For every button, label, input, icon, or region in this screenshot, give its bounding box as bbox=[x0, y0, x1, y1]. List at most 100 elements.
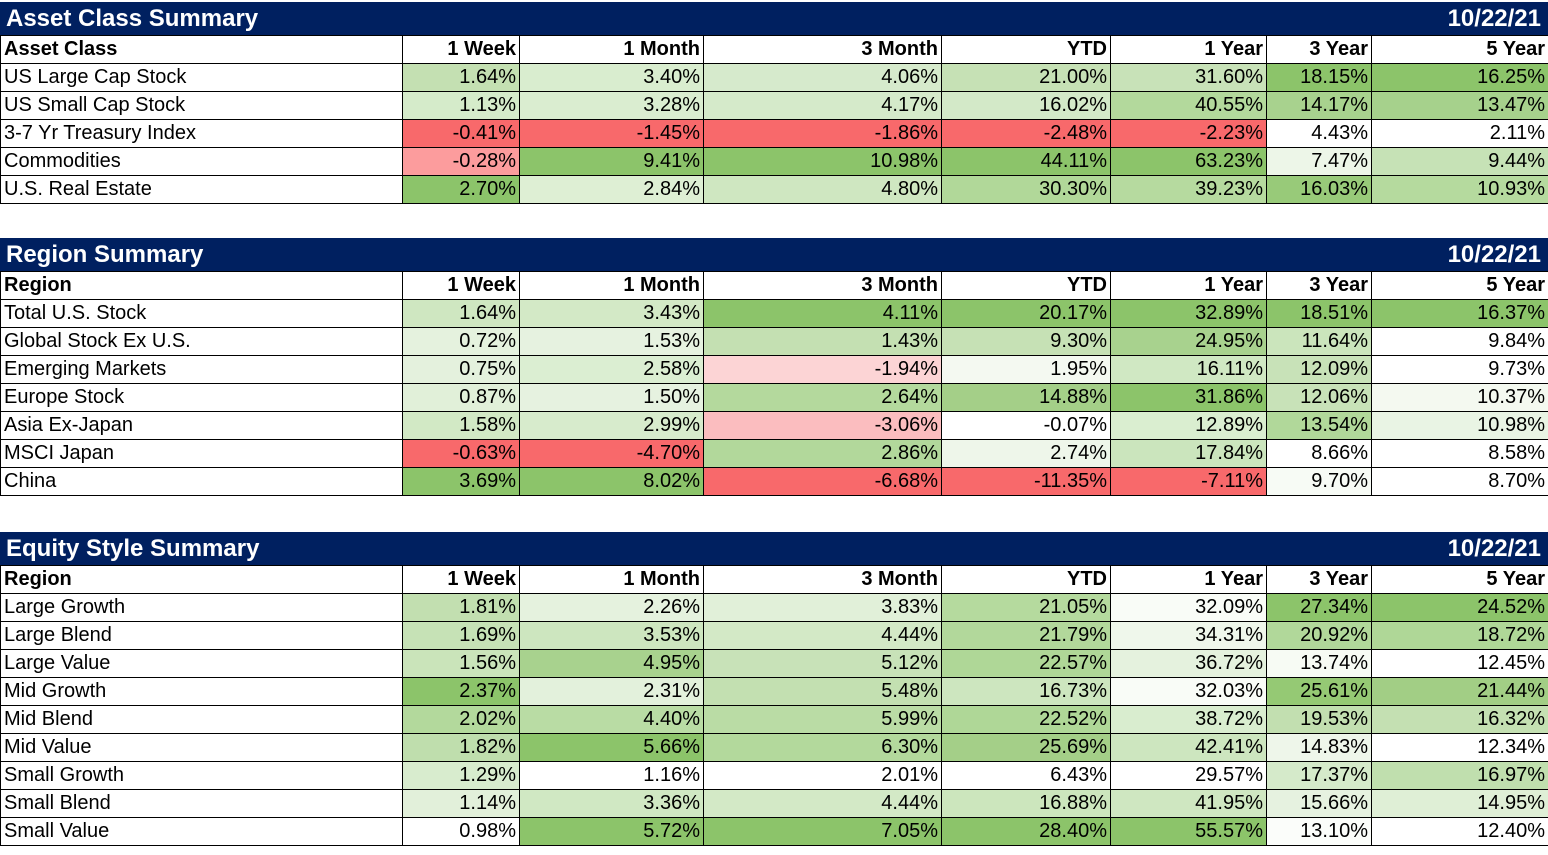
value-cell: 9.73% bbox=[1371, 355, 1548, 384]
table-row: Commodities -0.28% 9.41% 10.98% 44.11% 63.23%… bbox=[0, 147, 1548, 176]
value-cell: 5.99% bbox=[703, 705, 942, 734]
value-cell: 10.93% bbox=[1371, 175, 1548, 204]
value-cell: 8.70% bbox=[1371, 467, 1548, 496]
section-title: Region Summary bbox=[6, 241, 204, 268]
value-cell: 5.12% bbox=[703, 649, 942, 678]
value-cell: 16.11% bbox=[1110, 355, 1267, 384]
table-row: Total U.S. Stock 1.64% 3.43% 4.11% 20.17% 32.… bbox=[0, 299, 1548, 328]
table-row: Mid Value 1.82% 5.66% 6.30% 25.69% 42.41% 14.8… bbox=[0, 733, 1548, 762]
value-cell: 21.05% bbox=[941, 593, 1111, 622]
value-cell: 13.10% bbox=[1266, 817, 1372, 846]
value-cell: 4.44% bbox=[703, 789, 942, 818]
value-cell: 2.74% bbox=[941, 439, 1111, 468]
value-cell: 2.31% bbox=[519, 677, 704, 706]
value-cell: 1.13% bbox=[402, 91, 520, 120]
table-row: Mid Growth 2.37% 2.31% 5.48% 16.73% 32.03% 25.… bbox=[0, 677, 1548, 706]
value-cell: 6.43% bbox=[941, 761, 1111, 790]
value-cell: 9.70% bbox=[1266, 467, 1372, 496]
value-cell: 3.69% bbox=[402, 467, 520, 496]
value-cell: 16.97% bbox=[1371, 761, 1548, 790]
value-cell: 16.37% bbox=[1371, 299, 1548, 328]
row-label: Mid Growth bbox=[0, 677, 403, 706]
section-date: 10/22/21 bbox=[1447, 5, 1541, 32]
column-header: 5 Year bbox=[1371, 271, 1548, 300]
value-cell: 8.66% bbox=[1266, 439, 1372, 468]
row-label: US Small Cap Stock bbox=[0, 91, 403, 120]
value-cell: 41.95% bbox=[1110, 789, 1267, 818]
row-label: China bbox=[0, 467, 403, 496]
value-cell: 29.57% bbox=[1110, 761, 1267, 790]
value-cell: 20.17% bbox=[941, 299, 1111, 328]
value-cell: 2.86% bbox=[703, 439, 942, 468]
value-cell: 25.61% bbox=[1266, 677, 1372, 706]
column-header: YTD bbox=[941, 35, 1111, 64]
value-cell: 14.17% bbox=[1266, 91, 1372, 120]
value-cell: 10.37% bbox=[1371, 383, 1548, 412]
table-row: U.S. Real Estate 2.70% 2.84% 4.80% 30.30% 39.… bbox=[0, 175, 1548, 204]
value-cell: -11.35% bbox=[941, 467, 1111, 496]
value-cell: 17.84% bbox=[1110, 439, 1267, 468]
value-cell: 8.02% bbox=[519, 467, 704, 496]
value-cell: 3.36% bbox=[519, 789, 704, 818]
value-cell: 5.48% bbox=[703, 677, 942, 706]
value-cell: 11.64% bbox=[1266, 327, 1372, 356]
value-cell: 32.03% bbox=[1110, 677, 1267, 706]
value-cell: 10.98% bbox=[1371, 411, 1548, 440]
value-cell: 16.32% bbox=[1371, 705, 1548, 734]
value-cell: 20.92% bbox=[1266, 621, 1372, 650]
value-cell: -1.86% bbox=[703, 119, 942, 148]
value-cell: 16.03% bbox=[1266, 175, 1372, 204]
value-cell: 1.29% bbox=[402, 761, 520, 790]
value-cell: -2.23% bbox=[1110, 119, 1267, 148]
value-cell: 9.84% bbox=[1371, 327, 1548, 356]
region-table: Region 1 Week 1 Month 3 Month YTD 1 Year 3 Yea… bbox=[0, 271, 1548, 496]
value-cell: -1.45% bbox=[519, 119, 704, 148]
value-cell: 28.40% bbox=[941, 817, 1111, 846]
value-cell: 14.88% bbox=[941, 383, 1111, 412]
value-cell: 3.28% bbox=[519, 91, 704, 120]
value-cell: -0.63% bbox=[402, 439, 520, 468]
value-cell: 24.95% bbox=[1110, 327, 1267, 356]
value-cell: 16.25% bbox=[1371, 63, 1548, 92]
row-label: MSCI Japan bbox=[0, 439, 403, 468]
value-cell: 12.40% bbox=[1371, 817, 1548, 846]
value-cell: 2.70% bbox=[402, 175, 520, 204]
column-header: Region bbox=[0, 565, 403, 594]
value-cell: 13.54% bbox=[1266, 411, 1372, 440]
section-title-bar: Asset Class Summary 10/22/21 bbox=[0, 2, 1548, 35]
table-row: US Large Cap Stock 1.64% 3.40% 4.06% 21.00% 3… bbox=[0, 63, 1548, 92]
value-cell: 22.52% bbox=[941, 705, 1111, 734]
value-cell: 2.84% bbox=[519, 175, 704, 204]
value-cell: 38.72% bbox=[1110, 705, 1267, 734]
section-title-bar: Equity Style Summary 10/22/21 bbox=[0, 532, 1548, 565]
row-label: Asia Ex-Japan bbox=[0, 411, 403, 440]
value-cell: -3.06% bbox=[703, 411, 942, 440]
value-cell: 4.43% bbox=[1266, 119, 1372, 148]
value-cell: 6.30% bbox=[703, 733, 942, 762]
value-cell: 2.02% bbox=[402, 705, 520, 734]
column-header: 1 Year bbox=[1110, 271, 1267, 300]
value-cell: 14.95% bbox=[1371, 789, 1548, 818]
value-cell: 0.87% bbox=[402, 383, 520, 412]
value-cell: 3.53% bbox=[519, 621, 704, 650]
value-cell: 31.60% bbox=[1110, 63, 1267, 92]
value-cell: 5.72% bbox=[519, 817, 704, 846]
value-cell: 1.82% bbox=[402, 733, 520, 762]
section-date: 10/22/21 bbox=[1447, 241, 1541, 268]
section-title-bar: Region Summary 10/22/21 bbox=[0, 238, 1548, 271]
equity-style-table: Region 1 Week 1 Month 3 Month YTD 1 Year 3 Yea… bbox=[0, 565, 1548, 846]
table-row: China 3.69% 8.02% -6.68% -11.35% -7.11% 9.70% 8… bbox=[0, 467, 1548, 496]
value-cell: 18.72% bbox=[1371, 621, 1548, 650]
value-cell: 16.02% bbox=[941, 91, 1111, 120]
value-cell: -1.94% bbox=[703, 355, 942, 384]
value-cell: 32.09% bbox=[1110, 593, 1267, 622]
value-cell: 2.58% bbox=[519, 355, 704, 384]
column-header: 1 Month bbox=[519, 35, 704, 64]
column-header: 3 Year bbox=[1266, 35, 1372, 64]
value-cell: 0.72% bbox=[402, 327, 520, 356]
value-cell: 1.58% bbox=[402, 411, 520, 440]
column-header: 3 Year bbox=[1266, 565, 1372, 594]
value-cell: 4.11% bbox=[703, 299, 942, 328]
column-header: 3 Month bbox=[703, 35, 942, 64]
value-cell: 0.98% bbox=[402, 817, 520, 846]
